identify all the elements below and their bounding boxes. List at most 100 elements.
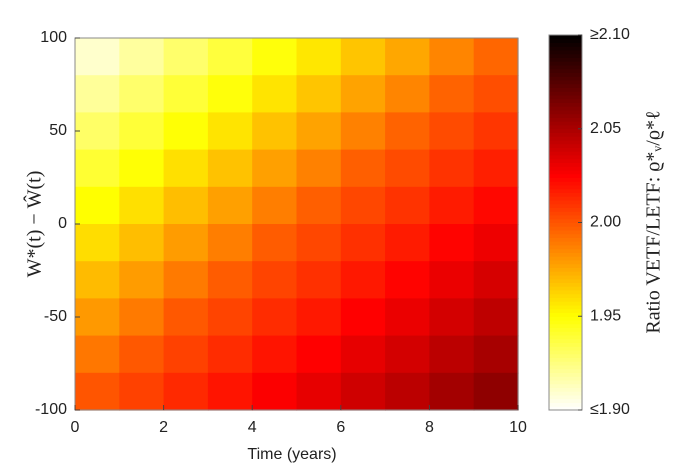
heatmap-cell: [385, 261, 430, 299]
heatmap-cell: [207, 149, 253, 188]
x-tick-label: 4: [248, 419, 257, 436]
heatmap-cell: [75, 186, 120, 225]
colorbar-swatch: [549, 207, 582, 212]
colorbar-swatch: [549, 293, 582, 298]
colorbar-swatch: [549, 226, 582, 231]
colorbar-swatch: [549, 155, 582, 160]
heatmap-cell: [340, 261, 386, 299]
heatmap-cell: [163, 335, 209, 374]
x-tick-label: 8: [425, 419, 434, 436]
colorbar-swatch: [549, 173, 582, 178]
colorbar-swatch: [549, 87, 582, 92]
colorbar-swatch: [549, 222, 582, 227]
heatmap-cell: [163, 372, 209, 411]
colorbar-swatch: [549, 158, 582, 163]
heatmap-cell: [385, 75, 430, 113]
heatmap-cell: [163, 75, 209, 113]
heatmap-cell: [296, 335, 342, 374]
colorbar-swatch: [549, 162, 582, 167]
heatmap-cell: [75, 224, 120, 262]
heatmap-cell: [163, 186, 209, 225]
heatmap-cell: [75, 112, 120, 151]
colorbar-swatch: [549, 91, 582, 96]
colorbar-swatch: [549, 402, 582, 407]
colorbar-swatch: [549, 192, 582, 197]
heatmap-cell: [429, 186, 475, 225]
colorbar-swatch: [549, 181, 582, 186]
heatmap-cell: [119, 261, 165, 299]
heatmap-cell: [207, 372, 253, 411]
colorbar-swatch: [549, 361, 582, 366]
heatmap-cell: [473, 186, 519, 225]
heatmap-cell: [296, 372, 342, 411]
colorbar-swatch: [549, 230, 582, 235]
colorbar-swatch: [549, 95, 582, 100]
colorbar-swatch: [549, 196, 582, 201]
colorbar-swatch: [549, 72, 582, 77]
colorbar-swatch: [549, 166, 582, 171]
heatmap-cell: [207, 224, 253, 262]
heatmap-cell: [119, 186, 165, 225]
colorbar-tick-label: ≤1.90: [590, 401, 630, 418]
heatmap-cell: [163, 149, 209, 188]
heatmap-cell: [75, 298, 120, 337]
heatmap-cell: [340, 224, 386, 262]
heatmap-cell: [252, 75, 298, 113]
colorbar-swatch: [549, 76, 582, 81]
colorbar-swatch: [549, 297, 582, 302]
colorbar-swatch: [549, 353, 582, 358]
heatmap-cell: [252, 224, 298, 262]
colorbar-swatch: [549, 387, 582, 392]
colorbar-swatch: [549, 57, 582, 62]
heatmap-cell: [296, 75, 342, 113]
y-tick-label: -100: [35, 401, 67, 418]
colorbar-swatch: [549, 282, 582, 287]
heatmap-cell: [473, 224, 519, 262]
colorbar-swatch: [549, 252, 582, 257]
heatmap-cell: [340, 298, 386, 337]
colorbar-tick-label: 1.95: [590, 307, 621, 324]
x-tick-label: 6: [336, 419, 345, 436]
colorbar-swatch: [549, 278, 582, 283]
heatmap-cell: [119, 335, 165, 374]
heatmap-cell: [429, 112, 475, 151]
heatmap-cell: [252, 38, 298, 76]
heatmap-cell: [296, 224, 342, 262]
colorbar-swatch: [549, 117, 582, 122]
colorbar-swatch: [549, 215, 582, 220]
x-tick-label: 2: [159, 419, 168, 436]
colorbar-swatch: [549, 151, 582, 156]
heatmap-cell: [119, 224, 165, 262]
colorbar-swatch: [549, 170, 582, 175]
heatmap-cell: [473, 298, 519, 337]
colorbar-swatch: [549, 320, 582, 325]
colorbar-swatch: [549, 316, 582, 321]
heatmap-cell: [296, 149, 342, 188]
colorbar-swatch: [549, 308, 582, 313]
colorbar-swatch: [549, 395, 582, 400]
heatmap-cell: [385, 112, 430, 151]
colorbar-swatch: [549, 121, 582, 126]
colorbar-tick-label: 2.00: [590, 214, 621, 231]
colorbar-swatch: [549, 65, 582, 70]
heatmap-cell: [75, 335, 120, 374]
colorbar-swatch: [549, 42, 582, 47]
heatmap-cell: [75, 372, 120, 411]
heatmap-cell: [385, 186, 430, 225]
colorbar-tick-label: 2.05: [590, 120, 621, 137]
colorbar-swatch: [549, 331, 582, 336]
colorbar-swatch: [549, 286, 582, 291]
colorbar-swatch: [549, 263, 582, 268]
colorbar-swatch: [549, 383, 582, 388]
colorbar-swatch: [549, 368, 582, 373]
colorbar-swatch: [549, 110, 582, 115]
heatmap-cell: [119, 112, 165, 151]
heatmap-cell: [473, 149, 519, 188]
colorbar-swatch: [549, 203, 582, 208]
heatmap-cell: [207, 298, 253, 337]
heatmap-cell: [473, 335, 519, 374]
heatmap-cell: [385, 298, 430, 337]
colorbar-swatch: [549, 260, 582, 265]
heatmap-cell: [473, 75, 519, 113]
